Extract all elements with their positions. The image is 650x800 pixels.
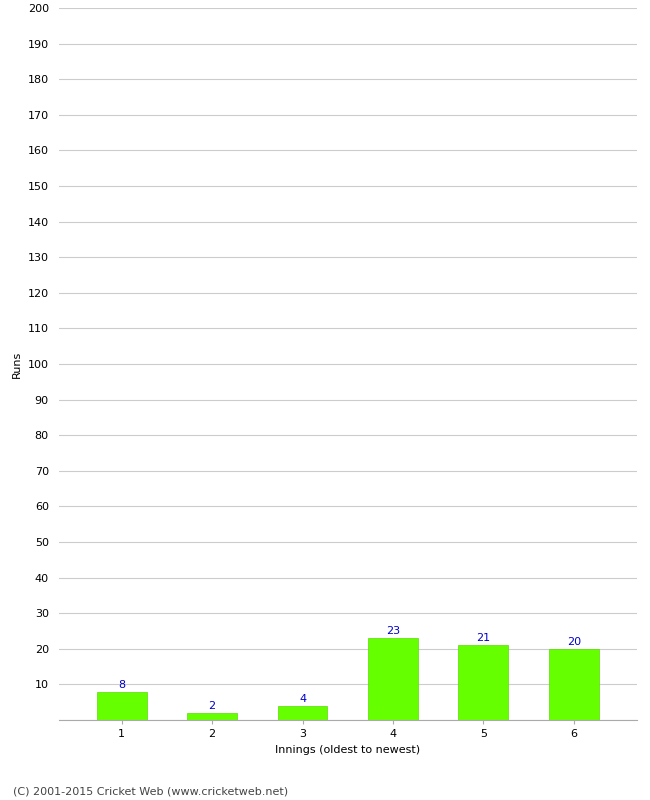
Text: 8: 8 xyxy=(118,680,125,690)
Bar xyxy=(97,691,147,720)
Bar xyxy=(278,706,328,720)
Y-axis label: Runs: Runs xyxy=(12,350,22,378)
Bar xyxy=(187,713,237,720)
Bar xyxy=(368,638,418,720)
Text: 21: 21 xyxy=(476,634,490,643)
Bar xyxy=(458,646,508,720)
X-axis label: Innings (oldest to newest): Innings (oldest to newest) xyxy=(275,745,421,754)
Text: (C) 2001-2015 Cricket Web (www.cricketweb.net): (C) 2001-2015 Cricket Web (www.cricketwe… xyxy=(13,786,288,796)
Text: 23: 23 xyxy=(386,626,400,636)
Bar xyxy=(549,649,599,720)
Text: 20: 20 xyxy=(567,637,581,647)
Text: 4: 4 xyxy=(299,694,306,704)
Text: 2: 2 xyxy=(209,701,216,711)
